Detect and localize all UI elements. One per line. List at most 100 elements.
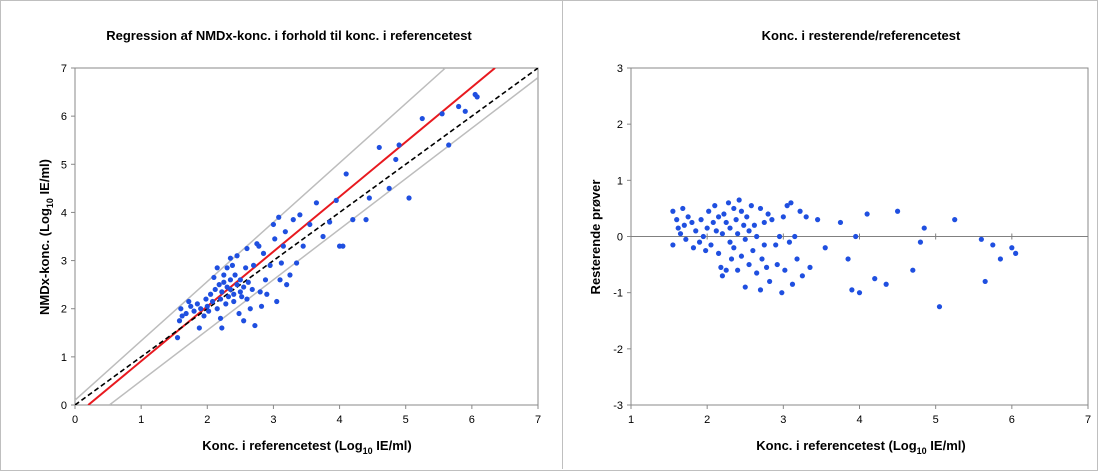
data-point [713, 228, 719, 234]
data-point [853, 233, 859, 240]
y-tick-label: 1 [61, 352, 67, 364]
data-point [237, 289, 243, 295]
data-point [738, 253, 745, 259]
data-point [223, 301, 229, 307]
data-point [822, 245, 828, 251]
data-point [221, 279, 227, 285]
plot-area [74, 67, 539, 406]
data-point [750, 247, 756, 254]
data-point [247, 306, 253, 312]
regression-line [87, 68, 496, 405]
data-point [706, 208, 712, 214]
data-point [300, 243, 306, 249]
data-point [715, 214, 722, 220]
data-point [773, 242, 779, 248]
data-point [744, 214, 750, 220]
data-point [736, 197, 742, 203]
data-point [767, 278, 773, 285]
data-point [917, 239, 924, 245]
x-tick-label: 7 [1085, 414, 1091, 426]
data-point [219, 289, 225, 295]
x-tick-label: 5 [933, 414, 939, 426]
identity-line [75, 68, 538, 405]
data-point [227, 286, 234, 293]
y-tick-label: 6 [61, 111, 67, 123]
y-tick-label: 4 [61, 207, 67, 219]
data-point [742, 284, 748, 290]
data-point [751, 222, 757, 228]
chart-title: Regression af NMDx-konc. i forhold til k… [106, 28, 472, 43]
x-tick-label: 2 [204, 414, 210, 426]
data-point [674, 217, 680, 223]
data-point [746, 228, 752, 234]
data-point [723, 219, 729, 226]
x-tick-label: 6 [1009, 414, 1015, 426]
data-point [779, 290, 785, 296]
data-point [797, 208, 803, 214]
y-axis-label: Resterende prøver [588, 180, 603, 295]
data-point [456, 103, 462, 110]
data-point [990, 242, 996, 248]
x-tick-label: 3 [270, 414, 276, 426]
data-point [1009, 245, 1015, 251]
data-point [207, 291, 214, 297]
y-tick-label: 2 [61, 304, 67, 316]
data-point [343, 171, 349, 177]
data-point [419, 115, 425, 122]
data-point [788, 200, 794, 206]
data-point [746, 261, 752, 268]
data-point [234, 282, 240, 288]
data-point [297, 212, 303, 218]
data-point [731, 245, 737, 251]
data-point [725, 200, 732, 206]
data-point [789, 281, 796, 287]
data-point [735, 267, 741, 273]
data-point [194, 301, 200, 307]
data-point [217, 296, 224, 302]
data-point [731, 205, 737, 212]
data-point [780, 214, 786, 220]
data-point [229, 262, 236, 268]
data-point [201, 313, 207, 319]
data-point [690, 245, 697, 251]
data-point [754, 270, 760, 276]
data-point [712, 203, 718, 209]
data-point [439, 111, 445, 117]
data-point [231, 298, 237, 305]
data-point [393, 156, 399, 163]
data-point [763, 264, 770, 270]
data-point [677, 231, 684, 237]
data-point [307, 221, 313, 228]
data-point [721, 211, 727, 217]
x-tick-label: 3 [780, 414, 786, 426]
y-tick-label: -1 [613, 288, 623, 300]
data-point [250, 262, 257, 268]
x-tick-label: 1 [628, 414, 634, 426]
data-point [474, 94, 480, 100]
data-point [921, 225, 927, 231]
data-point [774, 261, 780, 268]
data-point [262, 277, 269, 283]
data-point [883, 281, 889, 287]
regression-chart: Regression af NMDx-konc. i forhold til k… [37, 28, 541, 456]
lower-limit-line [108, 77, 538, 405]
data-point [1013, 250, 1019, 256]
data-point [799, 273, 805, 279]
y-tick-label: 0 [617, 232, 623, 244]
data-point [910, 267, 916, 273]
data-point [241, 284, 247, 290]
data-point [719, 273, 725, 279]
data-point [284, 282, 290, 288]
data-point [183, 310, 189, 317]
x-tick-label: 7 [535, 414, 541, 426]
data-point [698, 217, 704, 223]
data-point [741, 222, 747, 228]
data-point [227, 277, 234, 283]
data-point [179, 313, 185, 319]
data-point [376, 144, 382, 151]
data-point [759, 256, 765, 262]
data-point [735, 231, 741, 237]
data-point [191, 308, 197, 314]
data-point [704, 225, 710, 231]
